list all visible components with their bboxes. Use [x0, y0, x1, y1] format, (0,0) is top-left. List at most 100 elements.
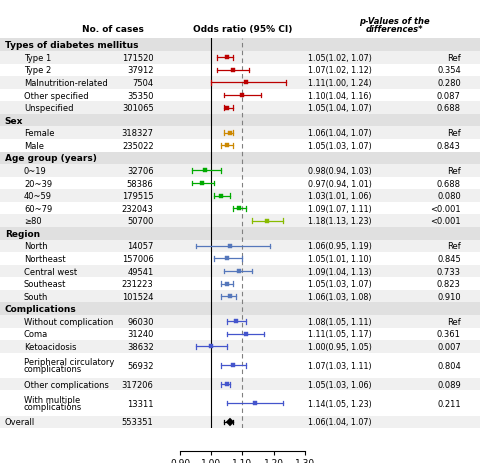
Text: 0.354: 0.354 [437, 66, 461, 75]
Text: Peripheral circulatory: Peripheral circulatory [24, 357, 114, 367]
Text: No. of cases: No. of cases [82, 25, 144, 34]
Text: 0.688: 0.688 [437, 179, 461, 188]
Text: <0.001: <0.001 [430, 217, 461, 226]
Text: 35350: 35350 [127, 91, 154, 100]
Text: 50700: 50700 [127, 217, 154, 226]
Text: 20~39: 20~39 [24, 179, 52, 188]
Text: 1.09(1.07, 1.11): 1.09(1.07, 1.11) [308, 204, 372, 213]
Text: Region: Region [5, 229, 40, 238]
Text: Ref: Ref [447, 167, 461, 175]
Text: 301065: 301065 [122, 104, 154, 113]
Text: 0.280: 0.280 [437, 79, 461, 88]
Text: 1.06(1.03, 1.08): 1.06(1.03, 1.08) [308, 292, 372, 301]
Text: 1.07(1.02, 1.12): 1.07(1.02, 1.12) [308, 66, 372, 75]
Text: 1.05(1.04, 1.07): 1.05(1.04, 1.07) [308, 104, 372, 113]
Text: Ref: Ref [447, 317, 461, 326]
Text: 0~19: 0~19 [24, 167, 47, 175]
Text: 49541: 49541 [127, 267, 154, 276]
Text: <0.001: <0.001 [430, 204, 461, 213]
Text: With multiple: With multiple [24, 395, 80, 404]
Text: 1.14(1.05, 1.23): 1.14(1.05, 1.23) [308, 399, 372, 408]
Text: 179515: 179515 [122, 192, 154, 200]
Text: 0.361: 0.361 [437, 330, 461, 338]
Text: 0.733: 0.733 [437, 267, 461, 276]
Text: Coma: Coma [24, 330, 48, 338]
Text: ≥80: ≥80 [24, 217, 42, 226]
Text: 1.07(1.03, 1.11): 1.07(1.03, 1.11) [308, 361, 372, 370]
Text: Other complications: Other complications [24, 380, 109, 389]
Text: 38632: 38632 [127, 342, 154, 351]
Text: 60~79: 60~79 [24, 204, 52, 213]
Text: 32706: 32706 [127, 167, 154, 175]
Text: 1.05(1.03, 1.06): 1.05(1.03, 1.06) [308, 380, 372, 389]
Text: North: North [24, 242, 48, 251]
Text: differences*: differences* [365, 25, 423, 34]
Text: 1.09(1.04, 1.13): 1.09(1.04, 1.13) [308, 267, 372, 276]
Text: 14057: 14057 [127, 242, 154, 251]
Text: Types of diabetes mellitus: Types of diabetes mellitus [5, 41, 138, 50]
Text: 0.087: 0.087 [437, 91, 461, 100]
Text: 1.06(1.04, 1.07): 1.06(1.04, 1.07) [308, 418, 372, 426]
Text: 1.06(1.04, 1.07): 1.06(1.04, 1.07) [308, 129, 372, 138]
Text: Type 1: Type 1 [24, 54, 51, 63]
Text: 1.05(1.01, 1.10): 1.05(1.01, 1.10) [308, 254, 372, 263]
Text: 0.97(0.94, 1.01): 0.97(0.94, 1.01) [308, 179, 372, 188]
Text: 0.823: 0.823 [437, 280, 461, 288]
Text: Other specified: Other specified [24, 91, 89, 100]
Text: 1.06(0.95, 1.19): 1.06(0.95, 1.19) [308, 242, 372, 251]
Text: 1.11(1.05, 1.17): 1.11(1.05, 1.17) [308, 330, 372, 338]
Text: 0.080: 0.080 [437, 192, 461, 200]
Text: Malnutrition-related: Malnutrition-related [24, 79, 108, 88]
Text: 0.089: 0.089 [437, 380, 461, 389]
Text: Complications: Complications [5, 305, 76, 313]
Text: complications: complications [24, 402, 82, 411]
Text: 37912: 37912 [127, 66, 154, 75]
Text: 0.843: 0.843 [437, 142, 461, 150]
Text: 0.688: 0.688 [437, 104, 461, 113]
Text: South: South [24, 292, 48, 301]
Text: Female: Female [24, 129, 55, 138]
Text: 231223: 231223 [122, 280, 154, 288]
Text: 1.18(1.13, 1.23): 1.18(1.13, 1.23) [308, 217, 372, 226]
Text: Central west: Central west [24, 267, 77, 276]
Text: 13311: 13311 [127, 399, 154, 408]
Text: Southeast: Southeast [24, 280, 66, 288]
Text: 0.845: 0.845 [437, 254, 461, 263]
Text: 171520: 171520 [122, 54, 154, 63]
Text: 1.05(1.03, 1.07): 1.05(1.03, 1.07) [308, 142, 372, 150]
Text: Sex: Sex [5, 116, 23, 125]
Text: Ketoacidosis: Ketoacidosis [24, 342, 76, 351]
Text: 553351: 553351 [122, 418, 154, 426]
Text: 31240: 31240 [127, 330, 154, 338]
Text: Odds ratio (95% CI): Odds ratio (95% CI) [192, 25, 292, 34]
Text: 1.05(1.03, 1.07): 1.05(1.03, 1.07) [308, 280, 372, 288]
Text: Ref: Ref [447, 54, 461, 63]
Text: p-Values of the: p-Values of the [359, 17, 430, 25]
Text: 0.804: 0.804 [437, 361, 461, 370]
Text: 1.11(1.00, 1.24): 1.11(1.00, 1.24) [308, 79, 372, 88]
Text: 40~59: 40~59 [24, 192, 52, 200]
Text: 0.910: 0.910 [437, 292, 461, 301]
Text: Ref: Ref [447, 242, 461, 251]
Text: 0.007: 0.007 [437, 342, 461, 351]
Text: Type 2: Type 2 [24, 66, 51, 75]
Text: 235022: 235022 [122, 142, 154, 150]
Text: 0.211: 0.211 [437, 399, 461, 408]
Text: Ref: Ref [447, 129, 461, 138]
Text: 56932: 56932 [127, 361, 154, 370]
Text: 1.10(1.04, 1.16): 1.10(1.04, 1.16) [308, 91, 372, 100]
Text: Unspecified: Unspecified [24, 104, 73, 113]
Text: 318327: 318327 [121, 129, 154, 138]
Text: complications: complications [24, 364, 82, 374]
Text: Northeast: Northeast [24, 254, 66, 263]
Text: 317206: 317206 [122, 380, 154, 389]
Text: 232043: 232043 [122, 204, 154, 213]
Text: 0.98(0.94, 1.03): 0.98(0.94, 1.03) [308, 167, 372, 175]
Text: Male: Male [24, 142, 44, 150]
Text: Overall: Overall [5, 418, 35, 426]
Text: 58386: 58386 [127, 179, 154, 188]
Text: Age group (years): Age group (years) [5, 154, 96, 163]
Text: Without complication: Without complication [24, 317, 113, 326]
Text: 96030: 96030 [127, 317, 154, 326]
Text: 1.03(1.01, 1.06): 1.03(1.01, 1.06) [308, 192, 372, 200]
